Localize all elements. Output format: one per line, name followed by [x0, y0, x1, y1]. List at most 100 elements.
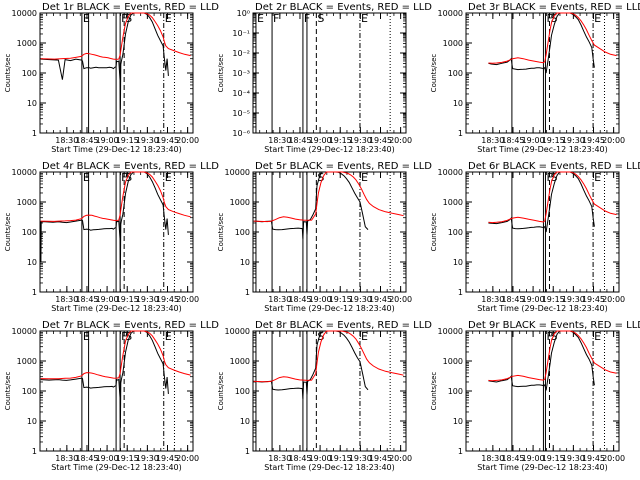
event-marker-label: S	[550, 12, 557, 25]
y-tick-label: 10	[27, 258, 37, 267]
event-marker-label: E	[165, 330, 172, 343]
event-marker-label: E	[361, 171, 368, 184]
x-tick-label: 20:00	[389, 136, 412, 145]
event-marker-label: S	[317, 171, 324, 184]
x-tick-label: 19:15	[329, 295, 352, 304]
y-axis-label: Counts/sec	[217, 213, 225, 252]
y-tick-label: 10	[453, 258, 463, 267]
events-series-line	[253, 330, 369, 399]
event-marker-label: S	[317, 330, 324, 343]
x-tick-label: 20:00	[602, 295, 625, 304]
chart-title: Det 2r BLACK = Events, RED = LLD	[255, 2, 432, 13]
x-axis-label: Start Time (29-Dec-12 18:23:40)	[264, 463, 395, 472]
x-tick-label: 19:30	[136, 295, 159, 304]
x-tick-label: 19:30	[349, 295, 372, 304]
chart-panel: Det 9r BLACK = Events, RED = LLD 1 10 100 10…	[430, 320, 640, 472]
plot-frame	[465, 171, 620, 293]
y-tick-label: 10⁻²	[232, 49, 250, 58]
x-tick-label: 18:30	[55, 136, 78, 145]
plot-frame	[252, 12, 407, 134]
x-tick-label: 18:30	[268, 136, 291, 145]
x-tick-label: 19:30	[136, 136, 159, 145]
x-tick-label: 19:00	[309, 136, 332, 145]
y-tick-label: 1	[458, 447, 463, 456]
y-tick-label: 10000	[225, 168, 250, 177]
y-tick-label: 100	[22, 69, 37, 78]
x-axis-label: Start Time (29-Dec-12 18:23:40)	[477, 145, 608, 154]
chart-title: Det 8r BLACK = Events, RED = LLD	[255, 320, 432, 331]
event-marker-label: S	[125, 330, 132, 343]
y-tick-label: 1000	[17, 198, 37, 207]
event-marker-label: F	[546, 12, 552, 25]
x-tick-label: 19:45	[582, 454, 605, 463]
event-marker-label: F	[546, 330, 552, 343]
y-tick-label: 10000	[12, 168, 37, 177]
chart-panel: Det 3r BLACK = Events, RED = LLD 1 10 100 10…	[430, 2, 640, 154]
x-tick-label: 19:15	[542, 295, 565, 304]
chart-title: Det 9r BLACK = Events, RED = LLD	[468, 320, 640, 331]
y-axis-label: Counts/sec	[430, 213, 438, 252]
lld-series-line	[40, 12, 191, 60]
y-tick-label: 1000	[443, 198, 463, 207]
y-tick-label: 10⁻³	[232, 69, 250, 78]
x-tick-label: 19:30	[349, 136, 372, 145]
event-marker-label: E	[165, 12, 172, 25]
y-axis-label: Counts/sec	[430, 372, 438, 411]
x-tick-label: 20:00	[389, 454, 412, 463]
event-marker-label: E	[83, 171, 90, 184]
y-axis-label: Counts/sec	[217, 372, 225, 411]
x-tick-label: 19:45	[156, 295, 179, 304]
y-tick-label: 10	[453, 99, 463, 108]
chart-panel: Det 1r BLACK = Events, RED = LLD 1 10 100 10…	[4, 2, 219, 154]
event-marker-label: F	[121, 171, 127, 184]
events-series-line	[40, 171, 169, 269]
x-tick-label: 19:45	[369, 295, 392, 304]
x-tick-label: 18:45	[288, 295, 311, 304]
y-axis-label: Counts/sec	[217, 54, 225, 93]
event-marker-label: E	[594, 171, 601, 184]
y-tick-label: 100	[235, 387, 250, 396]
events-series-line	[40, 12, 169, 110]
x-tick-label: 20:00	[176, 295, 199, 304]
event-marker-label: E	[594, 330, 601, 343]
y-tick-label: 1000	[443, 39, 463, 48]
y-tick-label: 1	[245, 288, 250, 297]
y-tick-label: 10⁻⁵	[232, 109, 250, 118]
y-tick-label: 10	[240, 258, 250, 267]
x-axis-label: Start Time (29-Dec-12 18:23:40)	[51, 304, 182, 313]
y-tick-label: 1000	[17, 357, 37, 366]
x-tick-label: 18:45	[75, 295, 98, 304]
x-tick-label: 19:30	[562, 295, 585, 304]
y-tick-label: 1	[245, 447, 250, 456]
event-marker-label: E	[361, 12, 368, 25]
event-marker-label: S	[125, 12, 132, 25]
y-tick-label: 10000	[438, 327, 463, 336]
y-axis-label: Counts/sec	[4, 54, 12, 93]
y-tick-label: 100	[448, 69, 463, 78]
y-tick-label: 10⁻¹	[232, 29, 250, 38]
x-tick-label: 19:30	[349, 454, 372, 463]
y-tick-label: 1000	[17, 39, 37, 48]
event-marker-label: E	[361, 330, 368, 343]
x-tick-label: 19:45	[156, 136, 179, 145]
y-tick-label: 10000	[225, 327, 250, 336]
plot-frame	[252, 171, 407, 293]
event-marker-label: S	[550, 330, 557, 343]
x-tick-label: 19:30	[136, 454, 159, 463]
lld-series-line	[253, 330, 404, 383]
event-marker-label: F	[546, 171, 552, 184]
y-tick-label: 100	[448, 387, 463, 396]
lld-series-line	[253, 171, 404, 223]
event-marker-label: S	[550, 171, 557, 184]
x-tick-label: 19:30	[562, 136, 585, 145]
x-tick-label: 18:45	[288, 136, 311, 145]
chart-title: Det 6r BLACK = Events, RED = LLD	[468, 161, 640, 172]
y-tick-label: 10000	[12, 327, 37, 336]
x-axis-label: Start Time (29-Dec-12 18:23:40)	[51, 145, 182, 154]
event-marker-label: E	[165, 171, 172, 184]
x-tick-label: 18:30	[268, 295, 291, 304]
plot-frame	[465, 330, 620, 452]
event-marker-label: F	[273, 12, 279, 25]
event-marker-label: S	[317, 12, 324, 25]
